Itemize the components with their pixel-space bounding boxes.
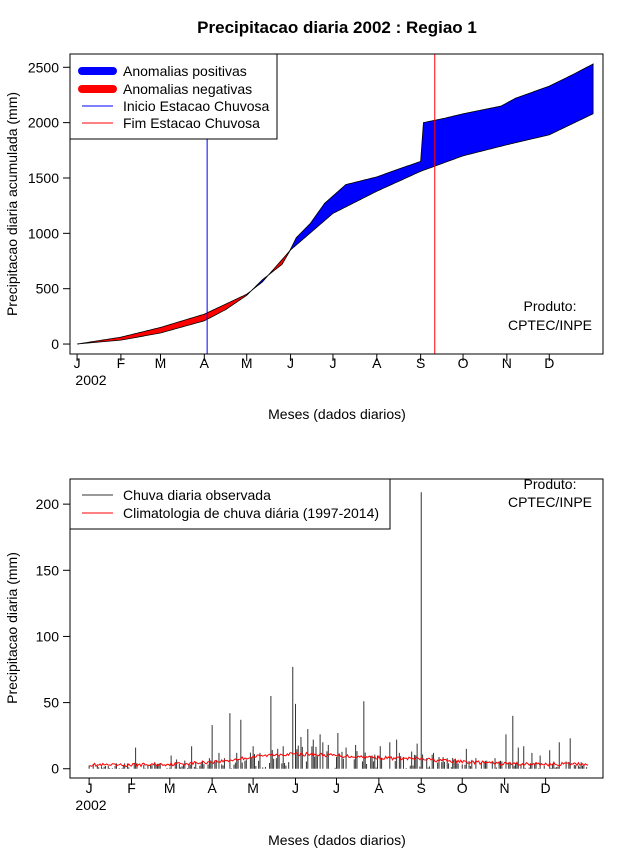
top-x-tick-label-D: D xyxy=(544,355,554,371)
product-label-bottom-2: CPTEC/INPE xyxy=(508,494,592,510)
climatology-line xyxy=(88,751,589,768)
bottom-x-tick-label-D: D xyxy=(541,780,551,796)
bottom-x-tick-label-J: J xyxy=(333,780,340,796)
top-x-tick-label-M: M xyxy=(155,355,167,371)
bottom-x-tick-label-O: O xyxy=(457,780,468,796)
daily-rain-bars xyxy=(88,492,588,769)
bottom-x-tick-label-S: S xyxy=(417,780,426,796)
bottom-x-tick-label-F: F xyxy=(127,780,136,796)
product-label-top-2: CPTEC/INPE xyxy=(508,317,592,333)
legend-negative-label: Anomalias negativas xyxy=(123,81,252,97)
top-y-tick-label: 2500 xyxy=(28,59,59,75)
product-label-bottom-1: Produto: xyxy=(524,476,577,492)
top-x-tick-label-J: J xyxy=(287,355,294,371)
legend-end-label: Fim Estacao Chuvosa xyxy=(123,115,260,131)
top-x-axis-label: Meses (dados diarios) xyxy=(268,406,406,422)
bottom-x-tick-label-A: A xyxy=(374,780,384,796)
top-x-tick-label-J: J xyxy=(329,355,336,371)
bottom-y-tick-label: 100 xyxy=(36,628,60,644)
bottom-year-label: 2002 xyxy=(75,797,106,813)
top-y-axis-label: Precipitacao diaria acumulada (mm) xyxy=(4,92,20,316)
top-x-tick-label-O: O xyxy=(458,355,469,371)
bottom-x-tick-label-A: A xyxy=(207,780,217,796)
bottom-x-tick-label-J: J xyxy=(292,780,299,796)
legend-positive-label: Anomalias positivas xyxy=(123,63,247,79)
top-y-tick-label: 0 xyxy=(51,336,59,352)
top-x-tick-label-M: M xyxy=(241,355,253,371)
bottom-legend-box xyxy=(69,478,391,530)
bottom-legend: Chuva diaria observada Climatologia de c… xyxy=(69,478,391,530)
bottom-x-tick-label-J: J xyxy=(86,780,93,796)
top-x-tick-label-A: A xyxy=(200,355,210,371)
top-x-tick-label-N: N xyxy=(502,355,512,371)
product-label-top-1: Produto: xyxy=(524,298,577,314)
top-y-tick-label: 500 xyxy=(36,281,60,297)
negative-anomaly-area xyxy=(78,288,253,345)
legend-climatology-label: Climatologia de chuva diária (1997-2014) xyxy=(123,505,379,521)
bottom-y-tick-label: 0 xyxy=(51,761,59,777)
top-x-tick-label-J: J xyxy=(74,355,81,371)
top-y-axis: 0 500 1000 1500 2000 2500 xyxy=(28,59,71,352)
climatology-series-line xyxy=(88,751,589,768)
bottom-x-axis-label: Meses (dados diarios) xyxy=(268,832,406,848)
negative-anomaly-area xyxy=(268,247,291,276)
legend-observed-label: Chuva diaria observada xyxy=(123,487,271,503)
top-x-tick-label-A: A xyxy=(372,355,382,371)
chart-title: Precipitacao diaria 2002 : Regiao 1 xyxy=(197,18,477,37)
top-x-tick-label-F: F xyxy=(117,355,126,371)
bottom-y-axis-label: Precipitacao diaria (mm) xyxy=(4,552,20,704)
positive-anomaly-area xyxy=(290,63,594,251)
bottom-x-tick-label-M: M xyxy=(247,780,259,796)
bottom-x-tick-label-N: N xyxy=(500,780,510,796)
bottom-y-tick-label: 200 xyxy=(36,496,60,512)
positive-anomaly-area xyxy=(251,273,270,291)
legend-start-label: Inicio Estacao Chuvosa xyxy=(123,98,270,114)
top-x-tick-label-S: S xyxy=(416,355,425,371)
top-y-tick-label: 1000 xyxy=(28,225,59,241)
bottom-y-axis: 0 50 100 150 200 xyxy=(36,496,71,777)
bottom-y-tick-label: 50 xyxy=(43,695,59,711)
top-legend: Anomalias positivas Anomalias negativas … xyxy=(69,53,278,140)
top-y-tick-label: 2000 xyxy=(28,115,59,131)
top-year-label: 2002 xyxy=(75,372,106,388)
bottom-y-tick-label: 150 xyxy=(36,562,60,578)
bottom-x-tick-label-M: M xyxy=(164,780,176,796)
anomaly-areas xyxy=(77,63,594,345)
top-y-tick-label: 1500 xyxy=(28,170,59,186)
